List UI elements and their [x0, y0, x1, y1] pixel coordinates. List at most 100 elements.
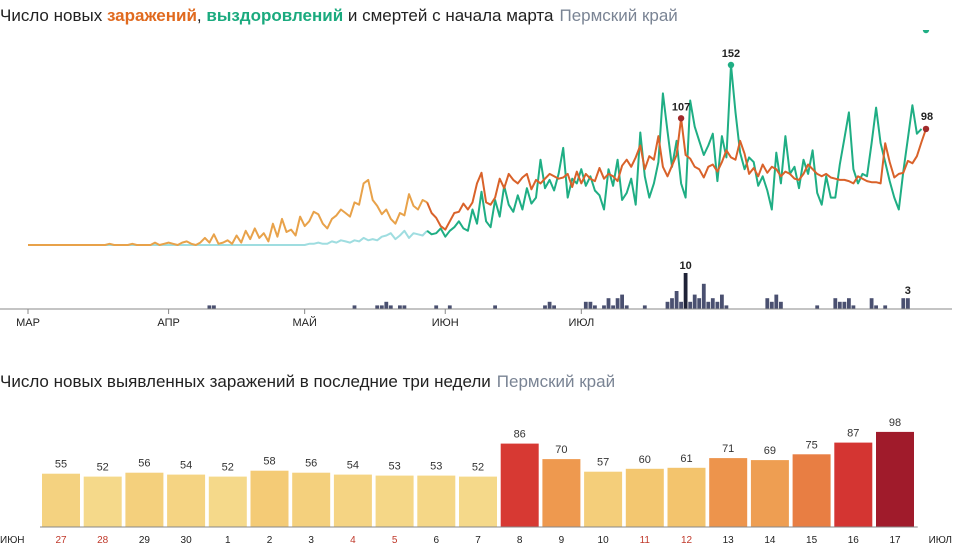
death-bar	[388, 305, 393, 309]
death-bar	[779, 301, 783, 309]
death-bar	[833, 298, 838, 309]
recovered-line-early	[28, 229, 428, 246]
recovered-line	[426, 64, 923, 238]
death-bar	[688, 301, 693, 309]
death-bar	[375, 305, 380, 309]
day-label: 11	[640, 535, 651, 546]
day-bar-value: 55	[55, 459, 67, 471]
death-bar	[769, 301, 774, 309]
death-bar	[774, 294, 779, 309]
top-chart-title: Число новых заражений, выздоровлений и с…	[0, 6, 678, 26]
day-bar	[584, 471, 623, 527]
bottom-chart: 5527522856295430521582563544535536527868…	[0, 417, 952, 546]
day-bar	[333, 474, 372, 527]
infected-line-early	[28, 178, 428, 246]
day-bar	[709, 458, 748, 527]
day-bar	[500, 443, 539, 527]
day-label: 29	[139, 535, 151, 546]
death-bar	[692, 294, 697, 309]
deaths-peak-label: 10	[680, 260, 692, 272]
day-bar	[417, 475, 456, 527]
bottom-title-main: Число новых выявленных заражений в после…	[0, 372, 491, 391]
day-bar-value: 60	[639, 454, 651, 466]
deaths-last-label: 3	[905, 285, 911, 297]
day-bar	[208, 476, 247, 527]
death-bar	[665, 301, 670, 309]
death-bar	[765, 298, 770, 309]
recovered-peak-label: 152	[722, 48, 740, 60]
day-bar-value: 58	[263, 456, 275, 468]
death-bar	[384, 301, 389, 309]
death-bar	[493, 305, 497, 309]
title-region: Пермский край	[559, 6, 678, 25]
day-bar	[792, 454, 831, 528]
death-bar	[212, 305, 216, 309]
day-bar-value: 86	[514, 429, 526, 441]
death-bar	[552, 305, 556, 309]
day-bar-value: 54	[347, 460, 359, 472]
title-suffix: и смертей с начала марта	[343, 6, 554, 25]
day-label: 10	[598, 535, 610, 546]
month-label-left: ИЮН	[0, 535, 25, 546]
top-chart: 152 107 98 89 10 3 МАР АПР МАЙ ИЮН ИЮЛ	[0, 30, 952, 329]
day-bar-value: 71	[722, 443, 734, 455]
day-bar	[125, 472, 164, 527]
death-bar	[642, 305, 647, 309]
death-bar	[679, 301, 683, 309]
day-bar	[625, 468, 664, 527]
death-bar	[620, 294, 624, 309]
death-bar	[674, 291, 679, 309]
month-label-right: ИЮЛ	[929, 535, 952, 546]
death-bar	[847, 298, 851, 309]
day-bar	[83, 476, 122, 527]
day-bar-value: 57	[597, 457, 609, 469]
title-prefix: Число новых	[0, 6, 107, 25]
day-label: 30	[181, 535, 193, 546]
death-bar	[207, 305, 212, 309]
death-bar	[710, 298, 715, 309]
day-bar-value: 70	[555, 444, 567, 456]
day-label: 17	[889, 535, 901, 546]
death-bar	[720, 294, 724, 309]
day-bar	[375, 475, 414, 527]
day-label: 14	[764, 535, 776, 546]
day-label: 27	[55, 535, 67, 546]
top-x-tick-label: МАЙ	[292, 316, 316, 329]
death-bar	[901, 298, 906, 309]
day-bar-value: 52	[472, 462, 484, 474]
day-bar-value: 53	[430, 461, 442, 473]
death-bar	[588, 301, 593, 309]
top-x-tick-label: ИЮЛ	[568, 317, 594, 329]
day-bar-value: 56	[138, 458, 150, 470]
death-bar	[697, 298, 702, 309]
death-bar	[815, 305, 820, 309]
day-bar	[876, 431, 914, 527]
top-x-tick-label: АПР	[157, 317, 179, 329]
death-bar	[874, 305, 878, 309]
death-bar	[869, 298, 874, 309]
day-bar-value: 69	[764, 445, 776, 457]
day-label: 12	[681, 535, 693, 546]
death-bar	[602, 305, 606, 309]
day-label: 2	[267, 535, 273, 546]
bottom-title-region: Пермский край	[496, 372, 616, 391]
day-bar-value: 75	[805, 439, 817, 451]
day-label: 6	[434, 535, 440, 546]
day-bar	[42, 473, 80, 528]
recovered-peak-point	[727, 61, 735, 69]
day-label: 28	[97, 535, 109, 546]
death-bar	[543, 305, 547, 309]
death-bar	[434, 305, 439, 309]
death-bar	[611, 305, 615, 309]
day-bar-value: 52	[222, 462, 234, 474]
death-bar	[352, 305, 357, 309]
day-label: 15	[806, 535, 818, 546]
day-bar-value: 98	[889, 417, 901, 429]
death-bar	[724, 305, 729, 309]
death-bar	[606, 298, 611, 309]
infected-last-point	[922, 125, 930, 133]
day-label: 5	[392, 535, 398, 546]
day-bar	[667, 467, 706, 527]
day-label: 3	[308, 535, 314, 546]
death-bar	[683, 273, 688, 309]
